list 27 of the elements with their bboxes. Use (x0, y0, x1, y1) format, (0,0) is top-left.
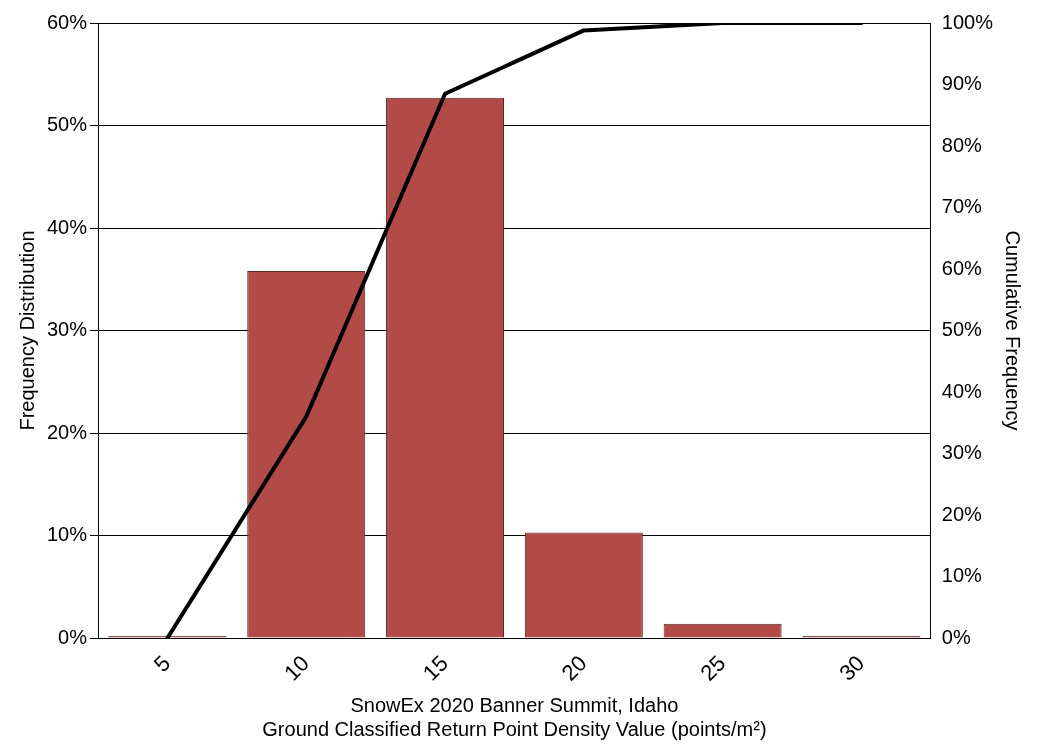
y-tick-label: 50% (47, 113, 88, 136)
y2-tick-label: 60% (941, 256, 983, 279)
y2-tick-label: 10% (941, 564, 983, 587)
y2-tick-label: 0% (941, 625, 971, 648)
y-tick-label: 60% (47, 10, 88, 33)
y2-tick-label: 80% (941, 133, 983, 156)
x-tick-label: 30 (834, 650, 870, 686)
x-axis-title: SnowEx 2020 Banner Summit, Idaho Ground Classified Return Point Density Value (points/m²) (262, 693, 767, 740)
x-tick-label: 20 (556, 650, 592, 686)
y-tick-label: 0% (58, 625, 88, 648)
y2-tick-label: 20% (941, 502, 983, 525)
y2-tick-label: 70% (941, 195, 983, 218)
x-tick-label: 25 (695, 650, 731, 686)
x-tick-label: 15 (417, 650, 453, 686)
x-tick-label: 10 (279, 650, 315, 686)
y-tick-label: 10% (47, 523, 88, 546)
y2-tick-label: 90% (941, 72, 983, 95)
y2-tick-label: 30% (941, 441, 983, 464)
y-tick-label: 20% (47, 420, 88, 443)
y-axis-title: Frequency Distribution (15, 230, 38, 431)
y-tick-label: 30% (47, 318, 88, 341)
x-tick-label: 5 (148, 650, 176, 677)
y-tick-label: 40% (47, 215, 88, 238)
y2-tick-label: 50% (941, 318, 983, 341)
y2-tick-label: 40% (941, 379, 983, 402)
y2-tick-label: 100% (941, 10, 994, 33)
y2-axis-title: Cumulative Frequency (1002, 230, 1025, 431)
